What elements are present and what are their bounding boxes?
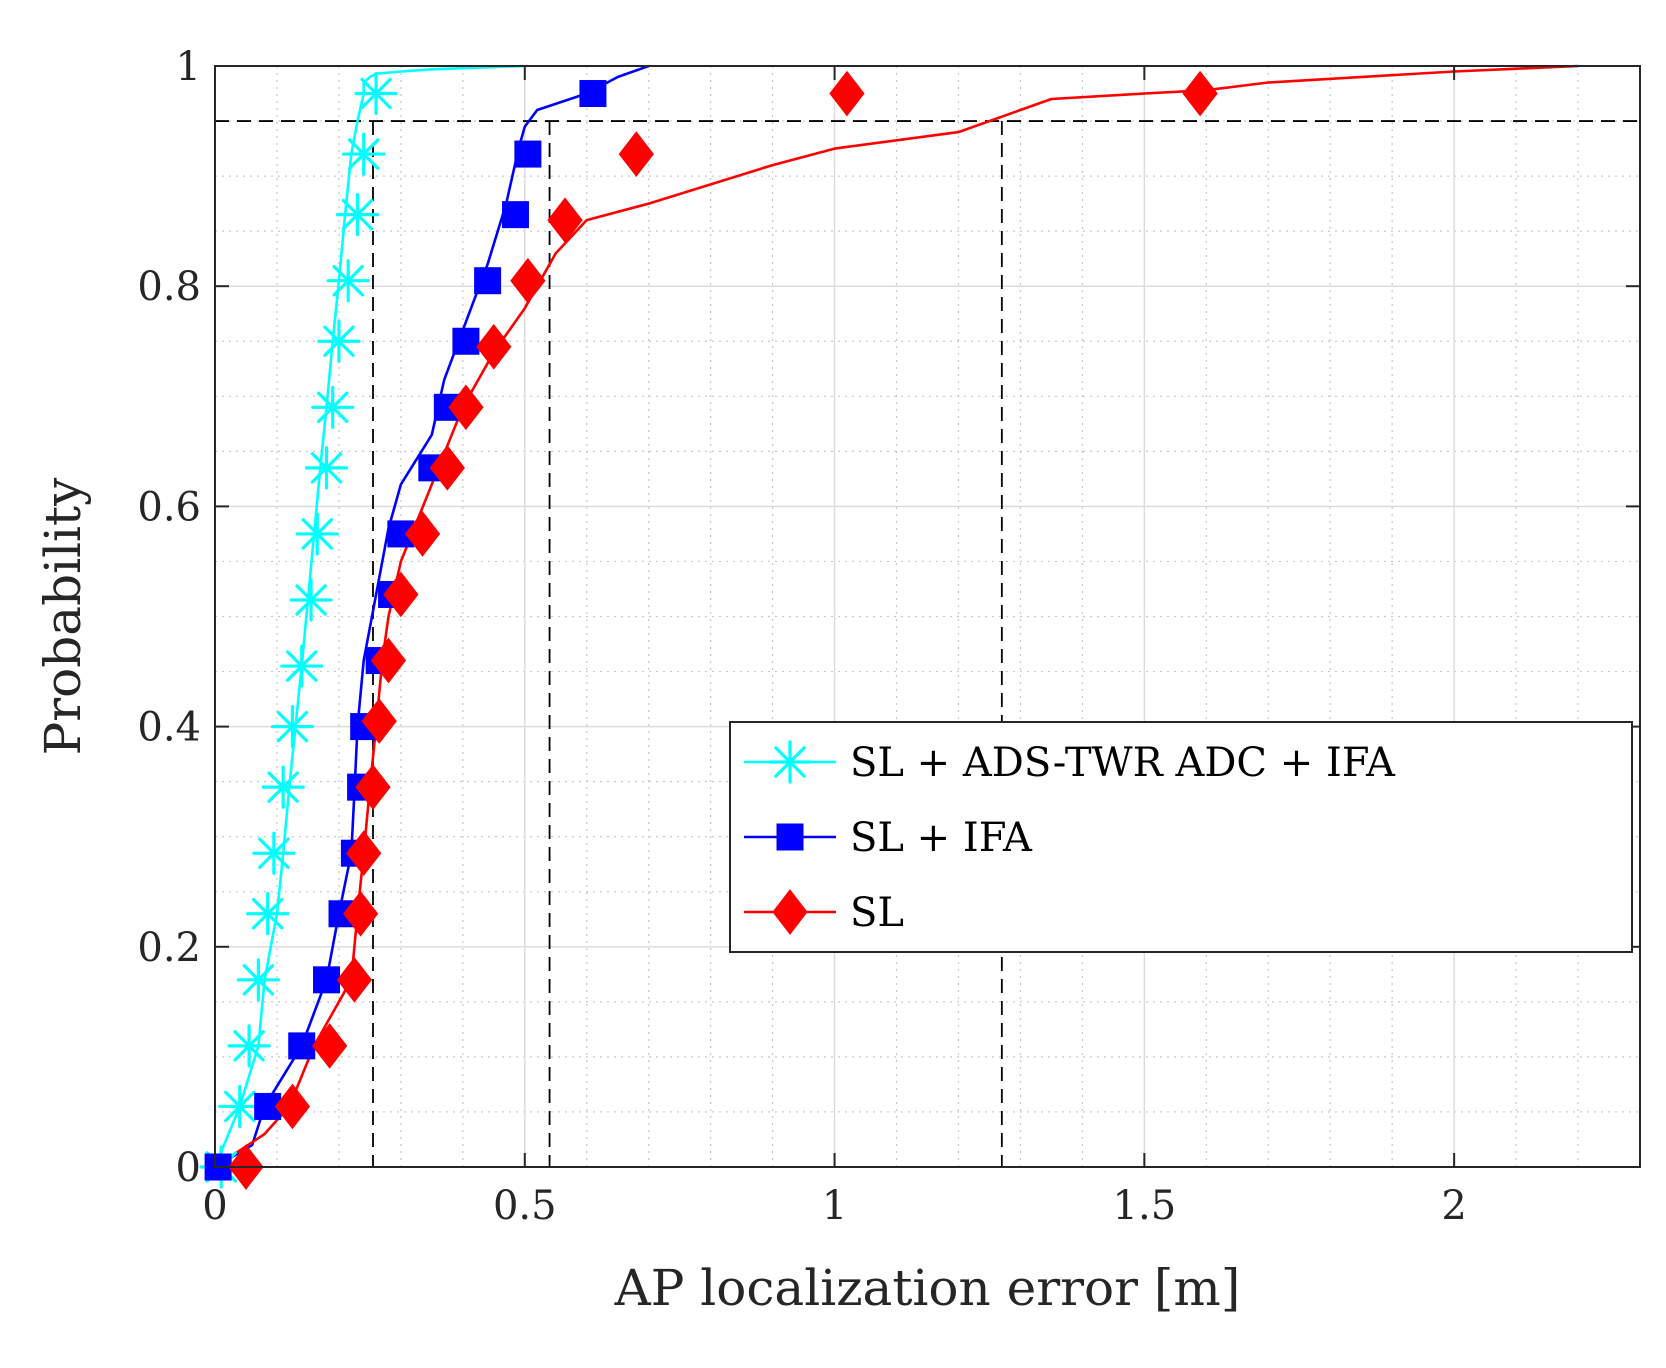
- series-2-marker: [370, 637, 407, 684]
- y-tick-label: 0.4: [137, 705, 201, 751]
- series-2-marker: [476, 323, 512, 370]
- series-2-marker: [346, 830, 382, 877]
- y-axis-label: Probability: [34, 477, 92, 756]
- x-tick-label: 0.5: [493, 1183, 557, 1229]
- series-2-marker: [510, 257, 546, 304]
- series-2-marker: [311, 1023, 348, 1069]
- series-0-marker: [270, 704, 315, 749]
- series-1-marker: [514, 140, 542, 168]
- series-2-marker: [547, 197, 583, 243]
- x-tick-label: 0: [202, 1183, 227, 1229]
- series-0-marker: [227, 1024, 271, 1068]
- legend-marker-0: [768, 740, 812, 784]
- series-1-marker: [288, 1032, 316, 1060]
- series-0-marker: [289, 578, 333, 622]
- series-2-marker: [361, 698, 397, 744]
- series-1-marker: [452, 327, 480, 355]
- x-tick-label: 1.5: [1113, 1183, 1177, 1229]
- series-0-marker: [311, 385, 355, 429]
- y-tick-label: 0.2: [137, 925, 201, 971]
- plot-frame: [214, 65, 1641, 1168]
- legend-label-1: SL + IFA: [850, 815, 1033, 861]
- y-tick-label: 0.8: [137, 264, 201, 310]
- legend-label-2: SL: [850, 890, 904, 936]
- series-0-marker: [354, 71, 398, 116]
- series-2-marker: [1182, 70, 1218, 117]
- series-1-marker: [313, 966, 341, 994]
- series-0-marker: [335, 193, 380, 237]
- series-1-marker: [501, 201, 529, 229]
- tick-labels: 0 0.5 1 1.5 2 0 0.2 0.4 0.6 0.8 1: [137, 44, 1466, 1229]
- series-2-marker: [448, 384, 484, 431]
- legend-marker-2: [772, 889, 808, 935]
- x-tick-label: 2: [1441, 1183, 1466, 1229]
- minor-grid: [215, 66, 1640, 1167]
- legend-box: [729, 721, 1633, 953]
- series-0-marker: [246, 892, 290, 936]
- series-2-marker: [829, 70, 865, 117]
- series-0-marker: [236, 958, 280, 1002]
- series-2-marker: [355, 764, 391, 810]
- series-0-marker: [295, 512, 339, 556]
- series-0-marker: [252, 831, 296, 875]
- series-0-marker: [304, 446, 349, 490]
- series-0-marker: [280, 644, 324, 688]
- series-1-marker: [474, 267, 502, 295]
- series-markers: [199, 70, 1218, 1190]
- series-2-marker: [342, 890, 379, 937]
- legend-marker-1: [776, 823, 804, 851]
- series-2-marker: [274, 1083, 311, 1130]
- series-0-marker: [326, 259, 370, 303]
- series-2-marker: [336, 957, 373, 1003]
- plot-area: [215, 66, 1640, 1167]
- y-tick-label: 0: [176, 1145, 201, 1191]
- series-0-marker: [218, 1084, 262, 1129]
- series-2-marker: [618, 131, 654, 177]
- series-0-marker: [342, 132, 386, 176]
- reference-lines: [215, 120, 1640, 1167]
- legend: SL + ADS-TWR ADC + IFA SL + IFA SL: [729, 721, 1633, 953]
- series-2-marker: [429, 445, 465, 491]
- y-tick-label: 1: [176, 44, 201, 90]
- series-2-marker: [404, 511, 441, 557]
- axis-ticks: [214, 65, 1640, 1168]
- y-tick-label: 0.6: [137, 484, 201, 530]
- x-tick-label: 1: [822, 1183, 847, 1229]
- series-0-marker: [261, 765, 305, 809]
- legend-label-0: SL + ADS-TWR ADC + IFA: [850, 740, 1396, 786]
- series-0-marker: [317, 319, 361, 363]
- series-2-marker: [383, 571, 419, 618]
- series-1-marker: [579, 80, 607, 108]
- x-axis-label: AP localization error [m]: [614, 1259, 1241, 1317]
